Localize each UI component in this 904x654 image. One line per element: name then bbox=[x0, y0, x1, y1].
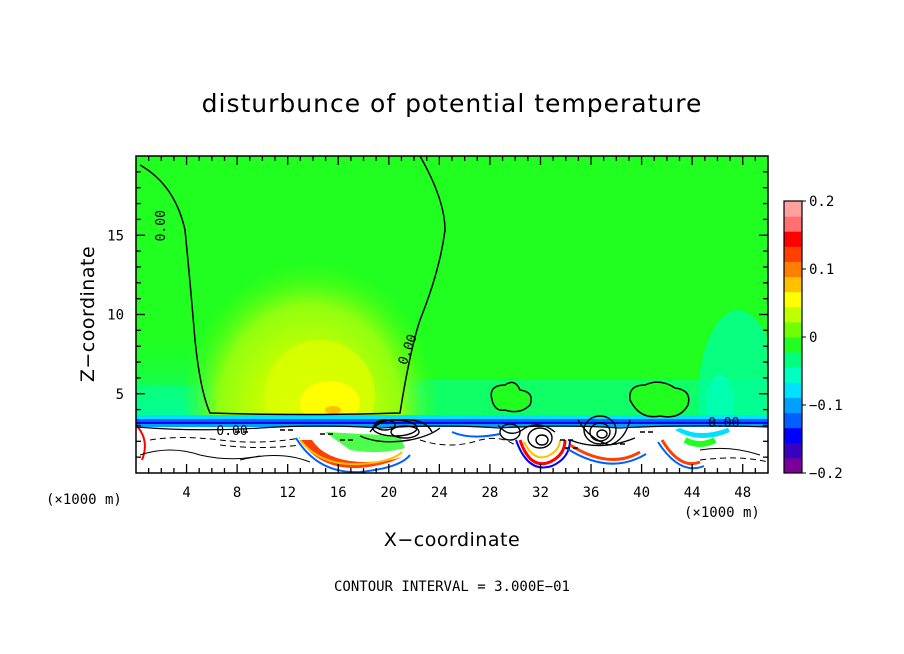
x-tick-label: 24 bbox=[431, 485, 448, 501]
x-tick-label: 40 bbox=[633, 485, 650, 501]
colorbar-swatch bbox=[784, 291, 802, 308]
y-tick-label: 5 bbox=[116, 387, 124, 403]
colorbar-swatch bbox=[784, 397, 802, 414]
colorbar-swatch bbox=[784, 427, 802, 444]
x-tick-label: 16 bbox=[330, 485, 347, 501]
contour-label: 0.00 bbox=[216, 424, 247, 439]
colorbar-swatch bbox=[784, 457, 802, 474]
colorbar-tick-label: 0.1 bbox=[809, 262, 834, 278]
colorbar-swatch bbox=[784, 231, 802, 247]
surface-feature-4 bbox=[660, 439, 701, 466]
warm-bubble-1 bbox=[490, 381, 532, 413]
contour-interval-note: CONTOUR INTERVAL = 3.000E−01 bbox=[334, 579, 570, 595]
colorbar-tick-label: −0.1 bbox=[809, 398, 843, 414]
colorbar-swatch bbox=[784, 306, 802, 323]
blue-band bbox=[136, 415, 768, 421]
colorbar-ticks: 0.2 0.1 0 −0.1 −0.2 bbox=[802, 194, 843, 482]
surface-feature-3 bbox=[569, 443, 641, 462]
zero-contour-main bbox=[139, 156, 446, 416]
y-tick-label: 10 bbox=[107, 308, 124, 324]
colorbar bbox=[783, 200, 803, 474]
convective-cell-2 bbox=[497, 423, 556, 449]
surface-feature-2 bbox=[518, 439, 567, 466]
heatmap-field bbox=[136, 156, 768, 473]
contour-lines bbox=[136, 156, 768, 463]
colorbar-tick-label: −0.2 bbox=[809, 466, 843, 482]
colorbar-tick-label: 0 bbox=[809, 330, 817, 346]
y-axis-ticks: 5 10 15 bbox=[107, 171, 768, 458]
y-tick-label: 15 bbox=[107, 228, 124, 244]
colorbar-swatch bbox=[784, 216, 802, 232]
colorbar-swatch bbox=[784, 246, 802, 262]
chart-title: disturbunce of potential temperature bbox=[202, 89, 703, 118]
x-axis-label: X−coordinate bbox=[384, 529, 520, 551]
x-tick-label: 36 bbox=[583, 485, 600, 501]
contour-label: 0.00 bbox=[708, 416, 739, 431]
x-tick-label: 4 bbox=[182, 485, 190, 501]
colorbar-swatch bbox=[784, 276, 802, 293]
colorbar-swatch bbox=[784, 337, 802, 353]
colorbar-swatch bbox=[784, 382, 802, 398]
colorbar-swatch bbox=[784, 261, 802, 278]
colorbar-swatch bbox=[784, 442, 802, 459]
convective-cell-3 bbox=[569, 415, 636, 447]
x-tick-label: 28 bbox=[481, 485, 498, 501]
x-tick-label: 44 bbox=[684, 485, 701, 501]
convective-cell-1 bbox=[359, 419, 441, 443]
x-tick-label: 48 bbox=[734, 485, 751, 501]
x-unit-right: (×1000 m) bbox=[684, 505, 760, 521]
colorbar-swatch bbox=[784, 352, 802, 368]
y-axis-label: Z−coordinate bbox=[77, 246, 99, 382]
x-tick-label: 32 bbox=[532, 485, 549, 501]
colorbar-swatch bbox=[784, 201, 802, 217]
x-tick-label: 12 bbox=[279, 485, 296, 501]
surface-contour bbox=[136, 425, 768, 431]
colorbar-swatch bbox=[784, 412, 802, 429]
colorbar-tick-label: 0.2 bbox=[809, 194, 834, 210]
x-tick-label: 20 bbox=[380, 485, 397, 501]
x-axis-ticks: 4 8 12 16 20 24 28 32 36 40 44 48 bbox=[147, 156, 757, 501]
surface-feature-1 bbox=[300, 440, 405, 469]
x-unit-left: (×1000 m) bbox=[46, 492, 122, 508]
colorbar-swatch bbox=[784, 367, 802, 383]
warm-bubble-2 bbox=[629, 381, 690, 418]
colorbar-swatch bbox=[784, 321, 802, 338]
contour-label: 0.00 bbox=[154, 210, 169, 241]
x-tick-label: 8 bbox=[233, 485, 241, 501]
